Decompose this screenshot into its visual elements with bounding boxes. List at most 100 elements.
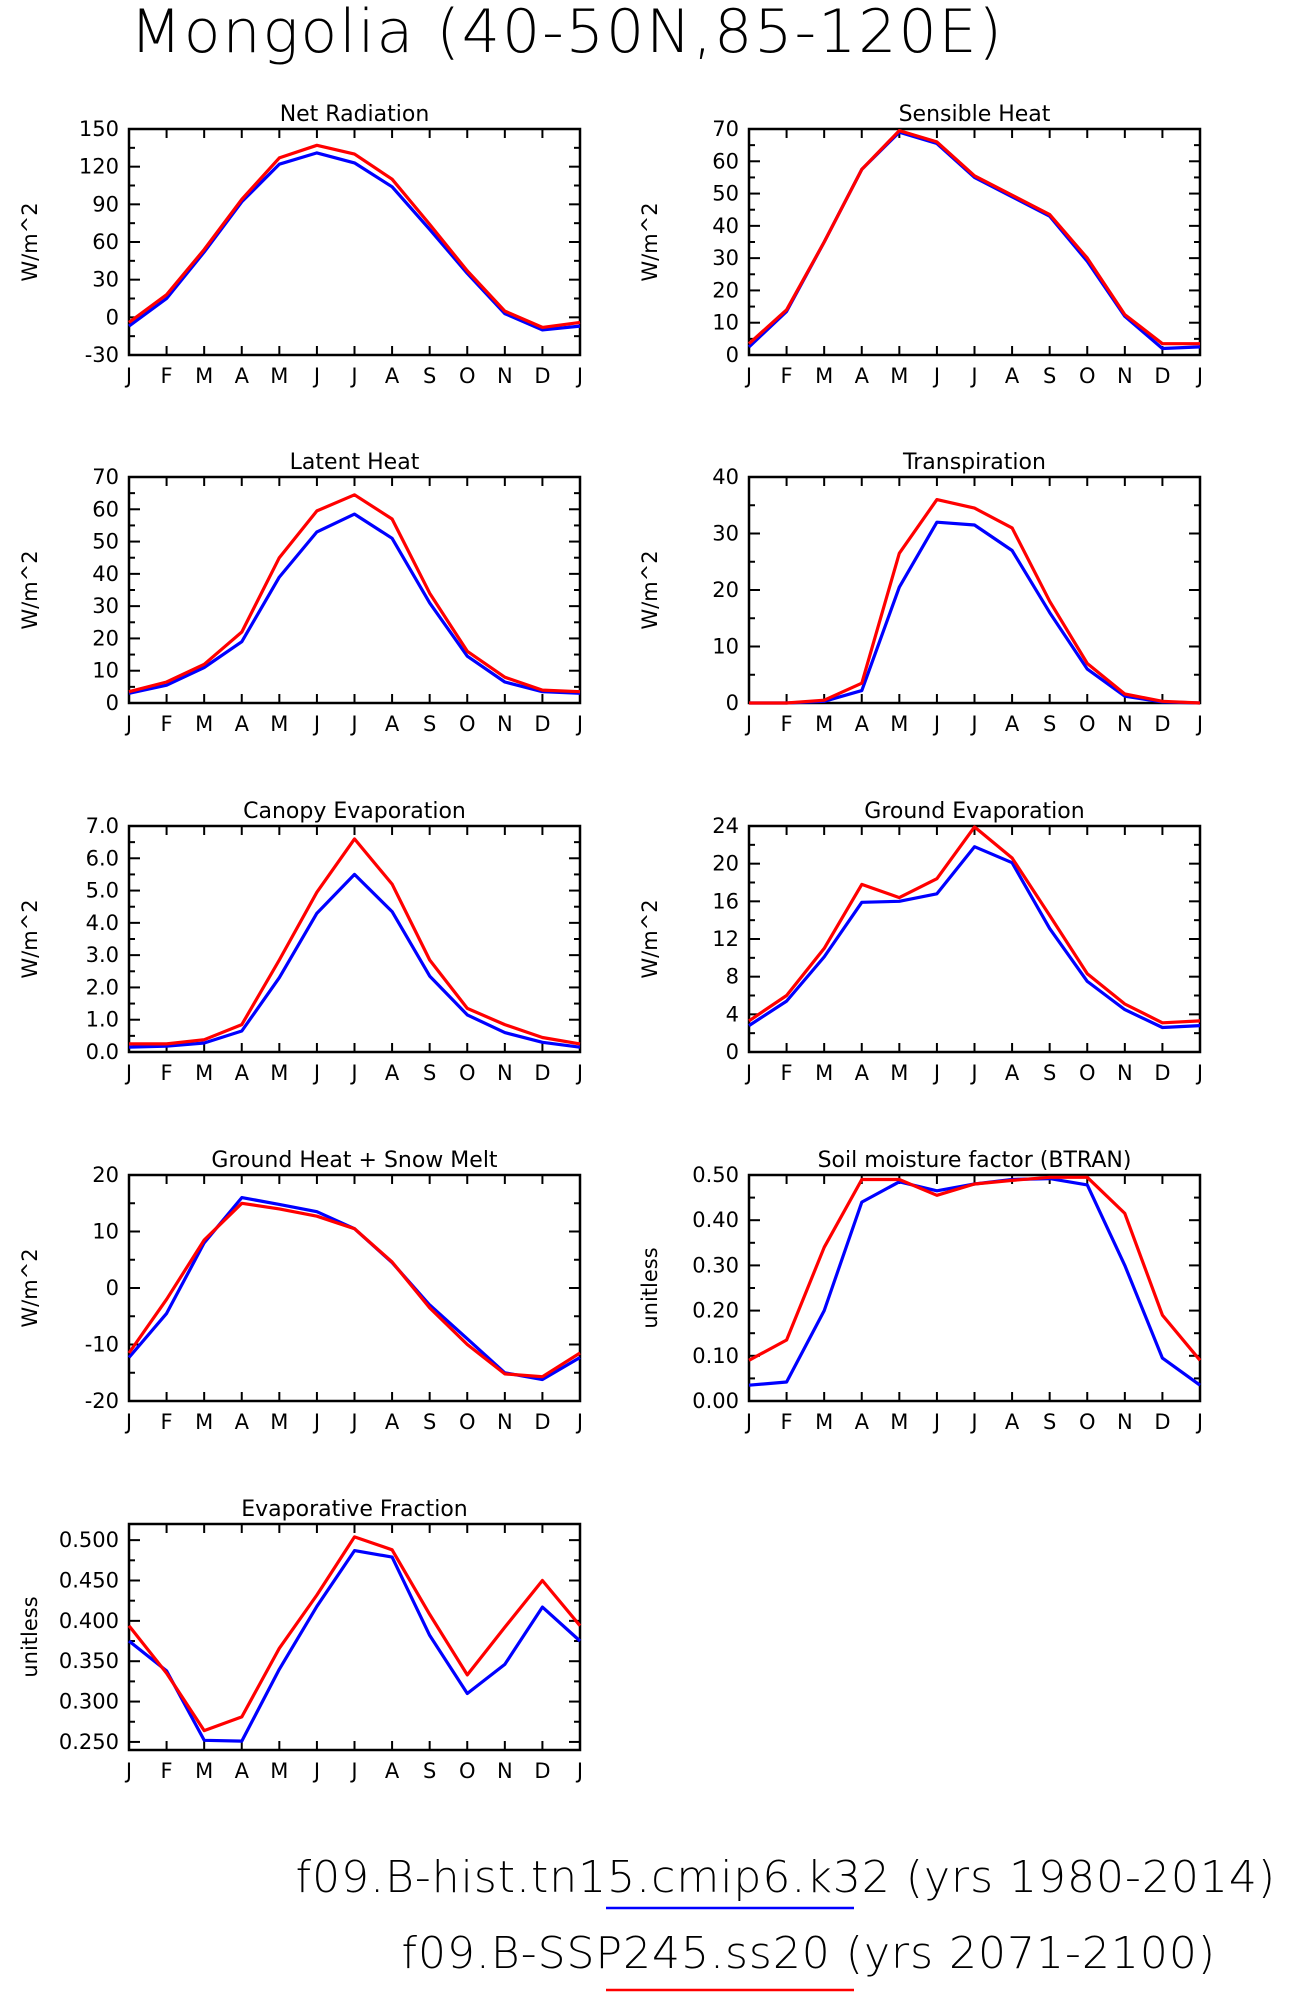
series-line xyxy=(128,872,581,1049)
x-tick-label: J xyxy=(969,1061,977,1085)
x-tick-label: J xyxy=(312,1061,320,1085)
y-tick-label: 0.350 xyxy=(59,1649,119,1673)
x-tick-label: A xyxy=(385,712,400,736)
panel-title: Canopy Evaporation xyxy=(243,799,466,824)
x-tick-label: A xyxy=(1005,364,1020,388)
x-tick-label: J xyxy=(1195,364,1203,388)
x-tick-label: J xyxy=(312,1759,320,1783)
y-tick-label: 20 xyxy=(92,626,119,650)
series-line xyxy=(748,845,1201,1030)
y-tick-label: 0.00 xyxy=(692,1389,739,1413)
x-tick-label: D xyxy=(534,364,550,388)
x-tick-label: M xyxy=(195,1759,213,1783)
series-line xyxy=(128,143,581,329)
x-tick-label: M xyxy=(815,1061,833,1085)
x-tick-label: J xyxy=(575,1061,583,1085)
series-line xyxy=(748,825,1201,1025)
x-tick-label: F xyxy=(781,712,793,736)
x-tick-label: J xyxy=(349,1410,357,1434)
y-tick-label: 0.500 xyxy=(59,1528,119,1552)
series-line xyxy=(748,1176,1201,1387)
x-tick-label: O xyxy=(1079,712,1096,736)
x-tick-label: J xyxy=(744,1061,752,1085)
y-tick-label: 0.250 xyxy=(59,1730,119,1754)
y-tick-label: 10 xyxy=(92,1220,119,1244)
x-tick-label: D xyxy=(1154,712,1170,736)
x-tick-label: S xyxy=(423,1061,436,1085)
series-line xyxy=(128,151,581,332)
x-tick-label: J xyxy=(932,1061,940,1085)
series-line xyxy=(748,1175,1202,1362)
x-tick-label: F xyxy=(161,1410,173,1434)
y-tick-label: 0 xyxy=(106,305,119,329)
y-tick-label: 50 xyxy=(92,530,119,554)
y-tick-label: 70 xyxy=(712,117,739,141)
y-tick-label: 0.0 xyxy=(86,1040,119,1064)
y-tick-label: 0.50 xyxy=(692,1163,739,1187)
legend-entry-label: f09.B-hist.tn15.cmip6.k32 (yrs 1980-2014… xyxy=(296,1852,1276,1903)
x-tick-label: D xyxy=(1154,1410,1170,1434)
panel-title: Soil moisture factor (BTRAN) xyxy=(818,1148,1132,1173)
series-line xyxy=(127,1535,582,1733)
y-axis-label: W/m^2 xyxy=(638,550,662,629)
x-tick-label: M xyxy=(195,364,213,388)
y-tick-label: 20 xyxy=(712,278,739,302)
y-tick-label: 12 xyxy=(712,927,739,951)
y-tick-label: 10 xyxy=(712,311,739,335)
x-tick-label: A xyxy=(235,1759,250,1783)
x-tick-label: J xyxy=(575,1759,583,1783)
x-tick-label: J xyxy=(1195,1410,1203,1434)
x-tick-label: J xyxy=(349,364,357,388)
x-tick-label: F xyxy=(781,364,793,388)
x-tick-label: N xyxy=(1117,1410,1133,1434)
y-axis-label: W/m^2 xyxy=(638,202,662,281)
y-axis-label: W/m^2 xyxy=(18,899,42,978)
series-line xyxy=(127,1201,581,1379)
x-tick-label: O xyxy=(1079,1061,1096,1085)
y-tick-label: 30 xyxy=(92,268,119,292)
x-tick-label: O xyxy=(1079,364,1096,388)
y-tick-label: 60 xyxy=(92,497,119,521)
y-tick-label: 0 xyxy=(726,691,739,715)
x-tick-label: D xyxy=(1154,364,1170,388)
x-tick-label: M xyxy=(270,1410,288,1434)
y-axis-label: W/m^2 xyxy=(18,1248,42,1327)
y-tick-label: 0 xyxy=(106,1276,119,1300)
y-tick-label: 90 xyxy=(92,192,119,216)
x-tick-label: J xyxy=(932,1410,940,1434)
y-tick-label: 4.0 xyxy=(86,911,119,935)
x-tick-label: N xyxy=(497,364,513,388)
x-tick-label: M xyxy=(195,1061,213,1085)
plot-frame xyxy=(747,824,1202,1054)
x-tick-label: S xyxy=(1043,364,1056,388)
y-tick-label: 40 xyxy=(712,465,739,489)
x-tick-label: J xyxy=(124,364,132,388)
x-tick-label: J xyxy=(575,364,583,388)
x-tick-label: O xyxy=(459,364,476,388)
y-tick-label: 70 xyxy=(92,465,119,489)
x-tick-label: M xyxy=(890,712,908,736)
y-tick-label: 50 xyxy=(712,182,739,206)
x-tick-label: M xyxy=(815,364,833,388)
y-tick-label: 150 xyxy=(79,117,119,141)
x-tick-label: A xyxy=(235,712,250,736)
y-tick-label: 0.400 xyxy=(59,1609,119,1633)
series-line xyxy=(128,493,581,694)
x-tick-label: A xyxy=(385,1410,400,1434)
panel-title: Transpiration xyxy=(902,450,1046,475)
x-tick-label: D xyxy=(1154,1061,1170,1085)
x-tick-label: F xyxy=(161,1061,173,1085)
x-tick-label: J xyxy=(969,1410,977,1434)
y-tick-label: 20 xyxy=(712,578,739,602)
y-tick-label: 0.20 xyxy=(692,1299,739,1323)
x-tick-label: S xyxy=(1043,1061,1056,1085)
y-tick-label: 10 xyxy=(92,659,119,683)
series-line xyxy=(128,512,581,695)
y-tick-label: 20 xyxy=(712,852,739,876)
